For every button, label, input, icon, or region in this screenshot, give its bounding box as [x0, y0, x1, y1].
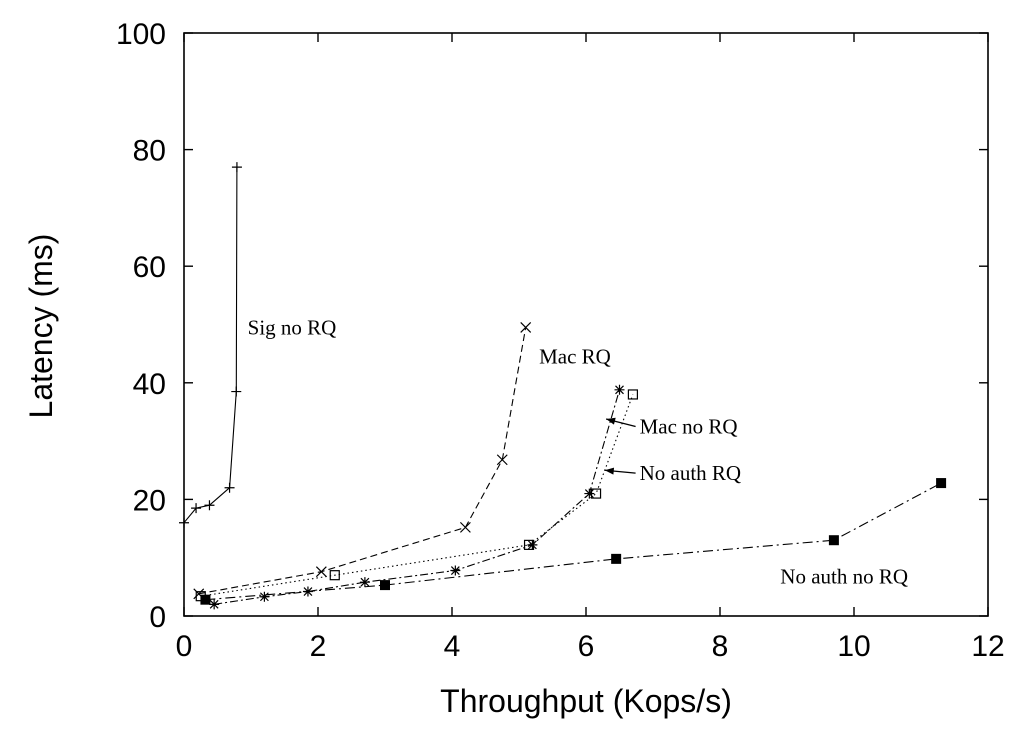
data-point-filled-square — [936, 478, 947, 489]
series-mac-rq — [193, 321, 532, 600]
data-point-star — [614, 384, 625, 395]
axis-ticks: 0 2 4 6 8 10 12 0 20 40 60 80 100 — [116, 18, 1005, 663]
data-point-filled-square — [200, 594, 211, 605]
data-point-square — [627, 389, 639, 400]
series-annotation: No auth RQ — [640, 461, 742, 485]
y-tick-label: 20 — [133, 484, 166, 517]
x-tick-label: 6 — [578, 630, 595, 663]
data-point-plus — [231, 162, 242, 173]
series-line — [183, 167, 238, 524]
data-point-cross — [496, 454, 508, 466]
y-tick-label: 60 — [133, 251, 166, 284]
data-point-star — [527, 539, 538, 550]
data-point-filled-square — [828, 535, 839, 546]
x-tick-label: 4 — [444, 630, 461, 663]
data-point-plus — [191, 503, 202, 514]
data-point-star — [209, 599, 220, 610]
data-point-plus — [204, 500, 215, 511]
series-line — [205, 482, 942, 601]
data-point-cross — [520, 321, 532, 333]
x-tick-label: 10 — [837, 630, 870, 663]
series-no-auth-no-rq — [200, 478, 947, 605]
data-point-filled-square — [611, 553, 622, 564]
x-tick-label: 2 — [310, 630, 327, 663]
x-tick-label: 0 — [176, 630, 193, 663]
data-point-filled-square — [380, 580, 390, 591]
series-annotation: Mac no RQ — [640, 415, 738, 439]
series-sig-no-rq — [179, 162, 242, 528]
series-annotation: Mac RQ — [539, 345, 611, 369]
y-axis-title: Latency (ms) — [23, 234, 59, 419]
x-tick-label: 8 — [712, 630, 729, 663]
series-mac-no-rq — [195, 389, 639, 602]
data-point-plus — [231, 386, 242, 397]
series-no-auth-rq — [209, 384, 625, 610]
data-point-star — [259, 591, 270, 602]
data-point-star — [584, 488, 595, 499]
annotations-layer: Sig no RQ Mac RQ Mac no RQ No auth RQ No aut… — [248, 315, 908, 588]
series-line — [200, 394, 634, 597]
data-point-plus — [224, 482, 235, 493]
plot-frame — [183, 32, 989, 617]
arrow-head — [606, 417, 616, 425]
x-tick-label: 12 — [971, 630, 1004, 663]
y-tick-label: 0 — [149, 601, 166, 634]
series-line — [214, 389, 621, 605]
series-annotation: Sig no RQ — [248, 315, 337, 339]
data-point-cross — [315, 566, 327, 578]
data-point-square — [329, 570, 340, 581]
data-point-star — [450, 565, 461, 576]
x-axis-title: Throughput (Kops/s) — [440, 683, 732, 719]
y-tick-label: 40 — [133, 368, 166, 401]
y-tick-label: 80 — [133, 135, 166, 168]
series-line — [198, 327, 527, 595]
series-annotation: No auth no RQ — [780, 564, 908, 588]
data-point-star — [359, 577, 370, 588]
arrow-head — [604, 467, 615, 475]
y-tick-label: 100 — [116, 18, 166, 51]
data-point-cross — [459, 521, 471, 533]
series-layer — [179, 162, 947, 610]
